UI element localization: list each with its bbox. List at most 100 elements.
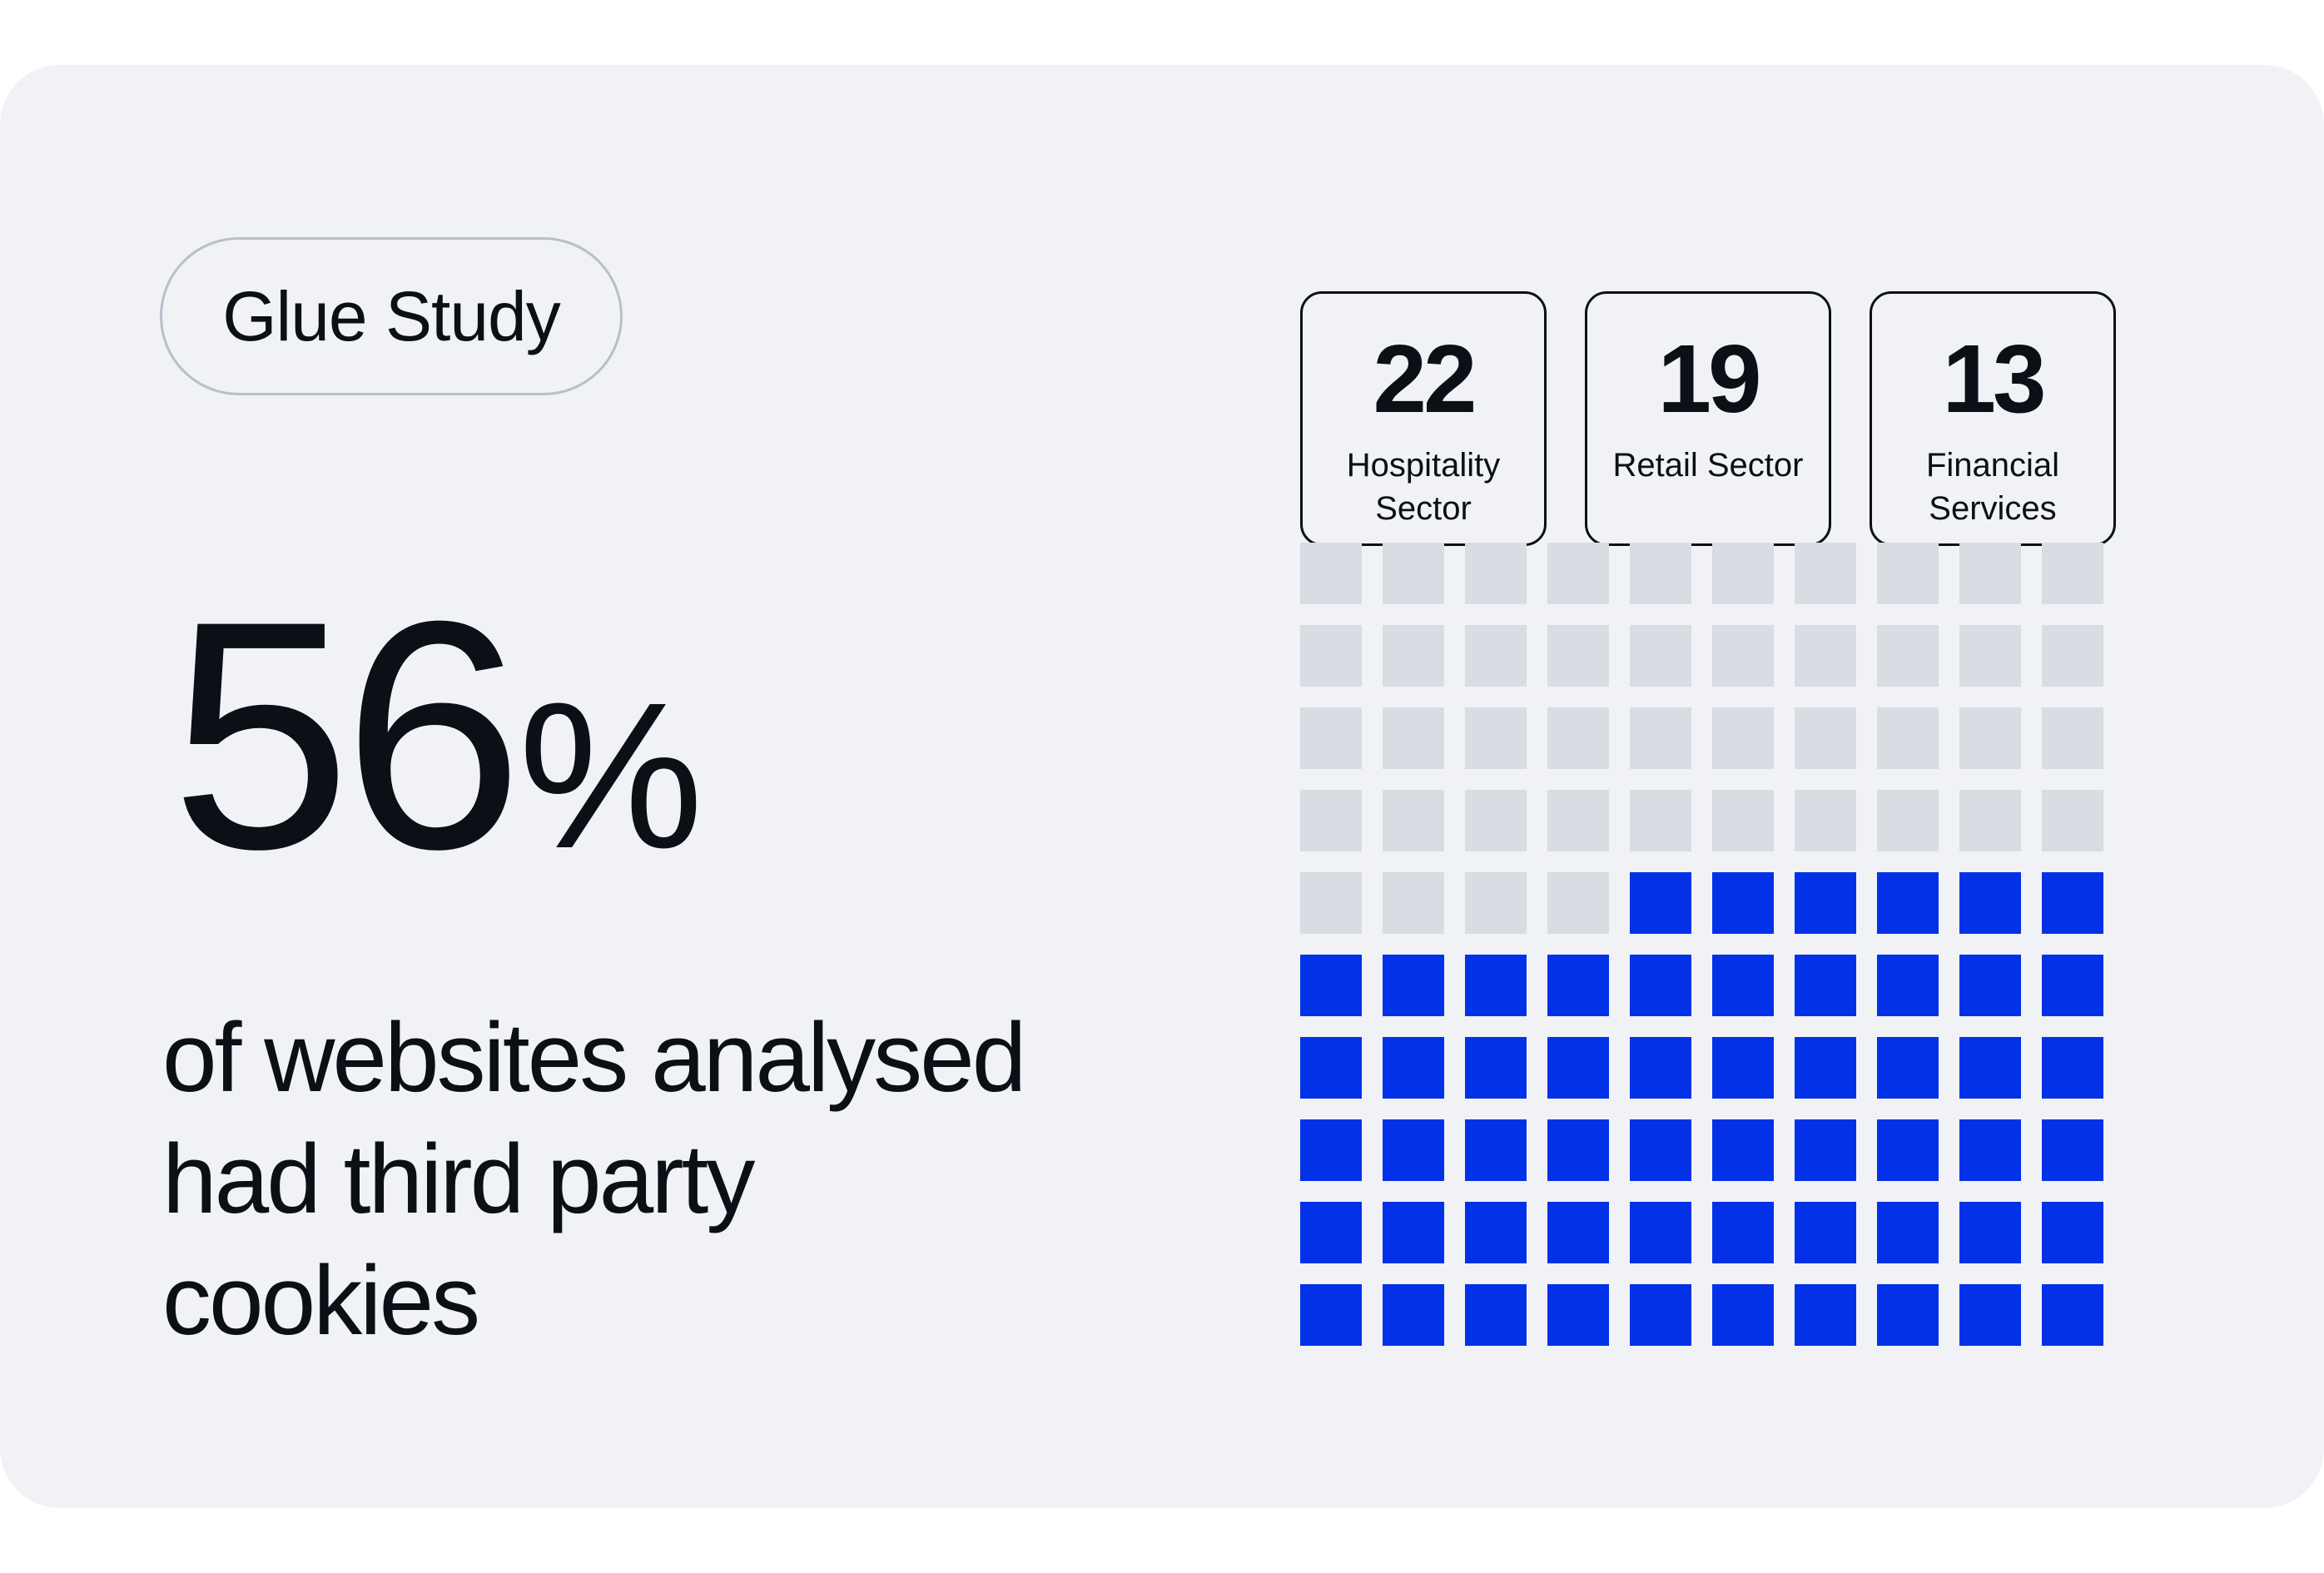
- waffle-cell-empty: [1300, 543, 1362, 604]
- waffle-cell-empty: [1383, 625, 1444, 687]
- waffle-cell-filled: [1547, 955, 1609, 1016]
- waffle-cell-filled: [1383, 1119, 1444, 1181]
- stat-box-hospitality: 22 Hospitality Sector: [1300, 291, 1547, 546]
- waffle-cell-filled: [1712, 1284, 1774, 1346]
- waffle-cell-empty: [1300, 790, 1362, 851]
- waffle-cell-empty: [1959, 790, 2021, 851]
- waffle-cell-empty: [1630, 625, 1691, 687]
- infographic-card: Glue Study 56 % of websites analysed had…: [0, 65, 2324, 1508]
- headline-value: 56: [171, 553, 524, 916]
- headline-unit: %: [518, 659, 704, 891]
- waffle-cell-filled: [1300, 955, 1362, 1016]
- waffle-cell-empty: [2042, 625, 2103, 687]
- waffle-cell-empty: [1712, 707, 1774, 769]
- waffle-cell-filled: [1795, 872, 1856, 934]
- study-badge-label: Glue Study: [222, 276, 561, 355]
- headline-percentage: 56 %: [171, 573, 703, 989]
- waffle-cell-empty: [1877, 543, 1939, 604]
- waffle-cell-empty: [2042, 790, 2103, 851]
- waffle-cell-empty: [1383, 707, 1444, 769]
- waffle-cell-empty: [1547, 707, 1609, 769]
- waffle-cell-filled: [1712, 955, 1774, 1016]
- waffle-cell-empty: [1712, 543, 1774, 604]
- waffle-cell-filled: [1547, 1037, 1609, 1099]
- stat-label: Retail Sector: [1612, 447, 1804, 484]
- waffle-cell-filled: [1465, 955, 1527, 1016]
- waffle-cell-filled: [1630, 1037, 1691, 1099]
- stat-box-retail: 19 Retail Sector: [1585, 291, 1831, 546]
- waffle-cell-filled: [1465, 1202, 1527, 1263]
- waffle-cell-filled: [1959, 955, 2021, 1016]
- waffle-cell-empty: [1795, 625, 1856, 687]
- waffle-cell-empty: [1547, 872, 1609, 934]
- waffle-cell-empty: [1300, 625, 1362, 687]
- waffle-cell-empty: [1300, 872, 1362, 934]
- stat-label: Financial Services: [1925, 447, 2060, 527]
- waffle-cell-empty: [1959, 543, 2021, 604]
- waffle-chart: [1300, 543, 2103, 1346]
- stat-box-financial: 13 Financial Services: [1870, 291, 2116, 546]
- waffle-cell-filled: [1547, 1202, 1609, 1263]
- waffle-cell-filled: [1877, 1037, 1939, 1099]
- waffle-cell-filled: [1630, 1284, 1691, 1346]
- waffle-cell-empty: [1465, 872, 1527, 934]
- waffle-cell-empty: [1795, 790, 1856, 851]
- waffle-cell-filled: [1547, 1284, 1609, 1346]
- waffle-cell-empty: [1630, 543, 1691, 604]
- waffle-cell-empty: [1877, 707, 1939, 769]
- waffle-cell-filled: [2042, 1037, 2103, 1099]
- waffle-cell-filled: [2042, 955, 2103, 1016]
- waffle-cell-empty: [1465, 625, 1527, 687]
- waffle-cell-filled: [1465, 1037, 1527, 1099]
- waffle-cell-empty: [1795, 543, 1856, 604]
- waffle-cell-filled: [1300, 1202, 1362, 1263]
- waffle-cell-filled: [1300, 1119, 1362, 1181]
- waffle-cell-filled: [1465, 1284, 1527, 1346]
- waffle-cell-filled: [1795, 1202, 1856, 1263]
- stat-value: 13: [1942, 325, 2046, 433]
- waffle-cell-empty: [1959, 625, 2021, 687]
- study-badge: Glue Study: [160, 237, 623, 395]
- waffle-cell-filled: [1712, 1119, 1774, 1181]
- waffle-cell-empty: [1547, 543, 1609, 604]
- waffle-cell-filled: [2042, 1202, 2103, 1263]
- waffle-cell-filled: [1383, 1037, 1444, 1099]
- waffle-cell-filled: [1959, 872, 2021, 934]
- waffle-cell-filled: [1712, 1202, 1774, 1263]
- waffle-cell-empty: [1877, 790, 1939, 851]
- waffle-cell-filled: [1300, 1037, 1362, 1099]
- waffle-cell-filled: [1877, 1119, 1939, 1181]
- waffle-cell-filled: [1959, 1119, 2021, 1181]
- waffle-cell-filled: [1383, 1284, 1444, 1346]
- waffle-cell-empty: [2042, 543, 2103, 604]
- waffle-cell-empty: [1795, 707, 1856, 769]
- waffle-cell-empty: [1959, 707, 2021, 769]
- waffle-cell-empty: [1383, 790, 1444, 851]
- waffle-cell-filled: [1795, 1037, 1856, 1099]
- waffle-cell-filled: [1877, 1202, 1939, 1263]
- waffle-cell-filled: [1547, 1119, 1609, 1181]
- waffle-cell-empty: [1383, 543, 1444, 604]
- waffle-cell-filled: [1630, 872, 1691, 934]
- waffle-cell-filled: [1630, 1119, 1691, 1181]
- waffle-cell-filled: [1877, 955, 1939, 1016]
- waffle-cell-empty: [1630, 790, 1691, 851]
- waffle-cell-empty: [1547, 625, 1609, 687]
- waffle-cell-filled: [1300, 1284, 1362, 1346]
- waffle-cell-filled: [1383, 955, 1444, 1016]
- waffle-cell-empty: [1547, 790, 1609, 851]
- waffle-cell-empty: [1712, 625, 1774, 687]
- waffle-cell-filled: [1795, 1284, 1856, 1346]
- waffle-cell-empty: [1383, 872, 1444, 934]
- waffle-cell-filled: [2042, 872, 2103, 934]
- waffle-cell-filled: [1959, 1037, 2021, 1099]
- waffle-cell-filled: [1630, 1202, 1691, 1263]
- waffle-cell-empty: [1300, 707, 1362, 769]
- waffle-cell-filled: [1465, 1119, 1527, 1181]
- waffle-cell-filled: [1712, 872, 1774, 934]
- waffle-cell-empty: [1465, 790, 1527, 851]
- waffle-cell-filled: [1712, 1037, 1774, 1099]
- waffle-cell-filled: [1383, 1202, 1444, 1263]
- waffle-cell-empty: [1877, 625, 1939, 687]
- waffle-cell-empty: [2042, 707, 2103, 769]
